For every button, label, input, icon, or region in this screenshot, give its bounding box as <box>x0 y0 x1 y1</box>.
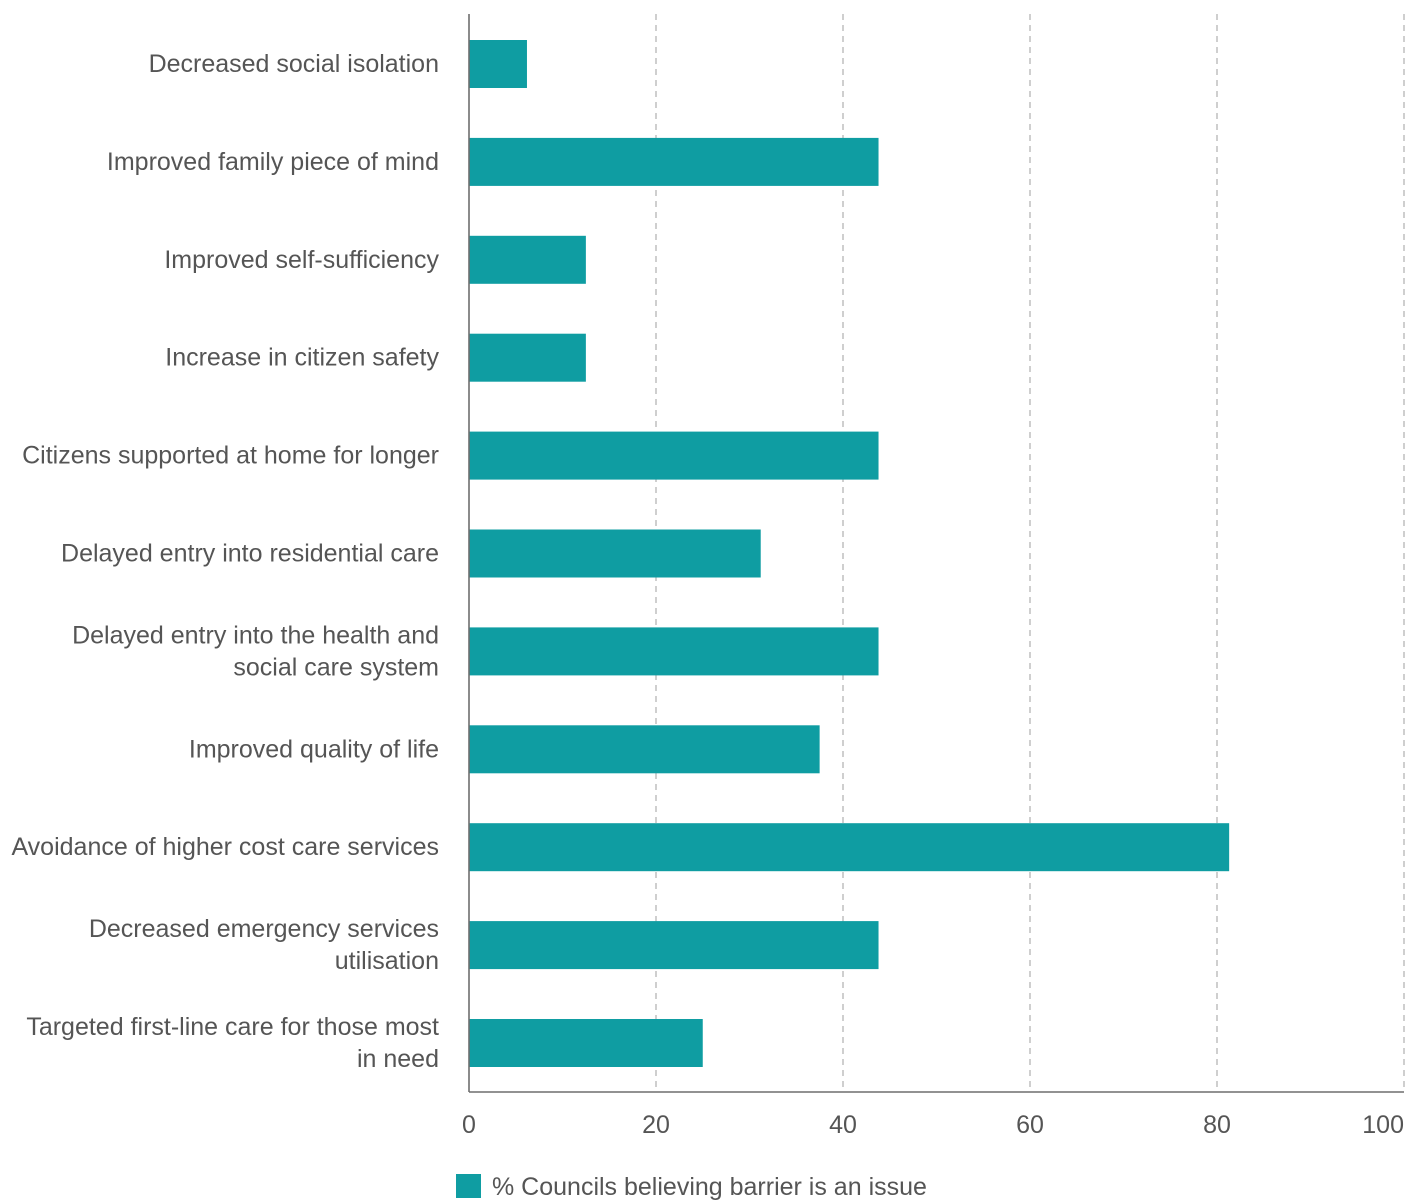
bar <box>469 235 586 284</box>
category-label: Decreased emergency services utilisation <box>89 915 439 975</box>
legend-swatch <box>456 1174 481 1198</box>
category-labels: Decreased social isolation Improved famil… <box>11 50 439 1073</box>
x-tick-label: 100 <box>1362 1111 1404 1139</box>
category-label-line: Decreased emergency services <box>89 915 439 943</box>
category-label: Decreased social isolation <box>149 50 439 78</box>
category-label-line: Improved self-sufficiency <box>164 246 439 274</box>
x-tick-label: 80 <box>1203 1111 1231 1139</box>
bar <box>469 725 820 774</box>
bar <box>469 40 527 88</box>
x-tick-labels: 0 20 40 60 80 100 <box>462 1111 1404 1139</box>
bar <box>469 529 761 578</box>
axes <box>468 14 1404 1093</box>
category-label: Improved self-sufficiency <box>164 246 439 274</box>
category-label-line: Avoidance of higher cost care services <box>11 833 439 861</box>
category-label-line: in need <box>357 1045 439 1073</box>
legend: % Councils believing barrier is an issue <box>456 1173 927 1200</box>
bar <box>469 627 879 676</box>
category-label-line: Decreased social isolation <box>149 50 439 78</box>
category-label-line: Increase in citizen safety <box>165 344 439 372</box>
category-label-line: utilisation <box>335 947 439 975</box>
bars <box>469 40 1230 1067</box>
category-label: Delayed entry into the health and social … <box>72 621 439 681</box>
bar <box>469 431 879 480</box>
category-label-line: social care system <box>233 653 439 681</box>
bar <box>469 823 1230 872</box>
category-label-line: Delayed entry into residential care <box>61 540 439 568</box>
bar <box>469 1019 703 1067</box>
category-label-line: Targeted first-line care for those most <box>26 1013 439 1041</box>
category-label: Delayed entry into residential care <box>61 540 439 568</box>
x-tick-label: 20 <box>642 1111 670 1139</box>
bar <box>469 921 879 970</box>
category-label-line: Improved family piece of mind <box>107 148 439 176</box>
category-label: Targeted first-line care for those most i… <box>26 1013 439 1073</box>
category-label-line: Citizens supported at home for longer <box>22 442 439 470</box>
category-label: Increase in citizen safety <box>165 344 439 372</box>
bar <box>469 333 586 382</box>
category-label-line: Delayed entry into the health and <box>72 621 439 649</box>
category-label: Improved family piece of mind <box>107 148 439 176</box>
category-label: Improved quality of life <box>189 735 439 763</box>
category-label: Avoidance of higher cost care services <box>11 833 439 861</box>
x-tick-label: 0 <box>462 1111 476 1139</box>
x-tick-label: 40 <box>829 1111 857 1139</box>
category-label-line: Improved quality of life <box>189 735 439 763</box>
x-tick-label: 60 <box>1016 1111 1044 1139</box>
category-label: Citizens supported at home for longer <box>22 442 439 470</box>
bar <box>469 137 879 186</box>
legend-label: % Councils believing barrier is an issue <box>492 1173 927 1200</box>
